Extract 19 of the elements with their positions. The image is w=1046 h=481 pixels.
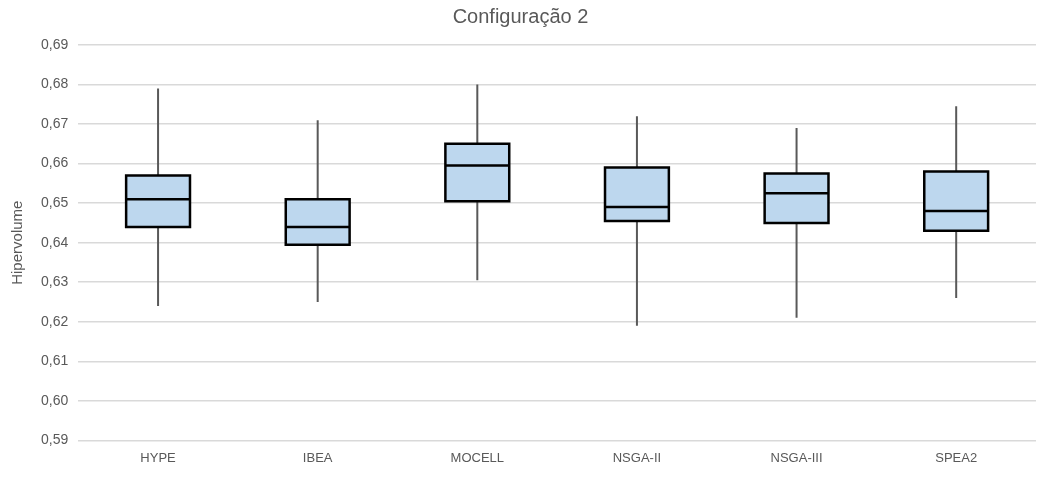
y-tick-label: 0,66	[41, 154, 69, 171]
y-tick-label: 0,68	[41, 75, 69, 92]
y-tick-label: 0,59	[41, 431, 69, 448]
y-tick-label: 0,64	[41, 233, 69, 250]
y-tick-label: 0,60	[41, 391, 69, 408]
y-tick-label: 0,69	[41, 35, 69, 52]
x-tick-label: MOCELL	[450, 449, 505, 465]
chart-title: Configuração 2	[452, 4, 589, 27]
y-tick-label: 0,61	[41, 352, 69, 369]
x-tick-label: HYPE	[140, 449, 177, 465]
y-tick-label: 0,65	[41, 194, 69, 211]
x-tick-label: NSGA-II	[612, 449, 662, 465]
x-tick-label: IBEA	[302, 449, 333, 465]
y-tick-label: 0,62	[41, 312, 69, 329]
y-tick-label: 0,63	[41, 273, 69, 290]
x-tick-label: SPEA2	[935, 449, 978, 465]
y-axis-title: Hipervolume	[8, 200, 26, 285]
y-tick-label: 0,67	[41, 114, 69, 131]
x-tick-label: NSGA-III	[770, 449, 823, 465]
